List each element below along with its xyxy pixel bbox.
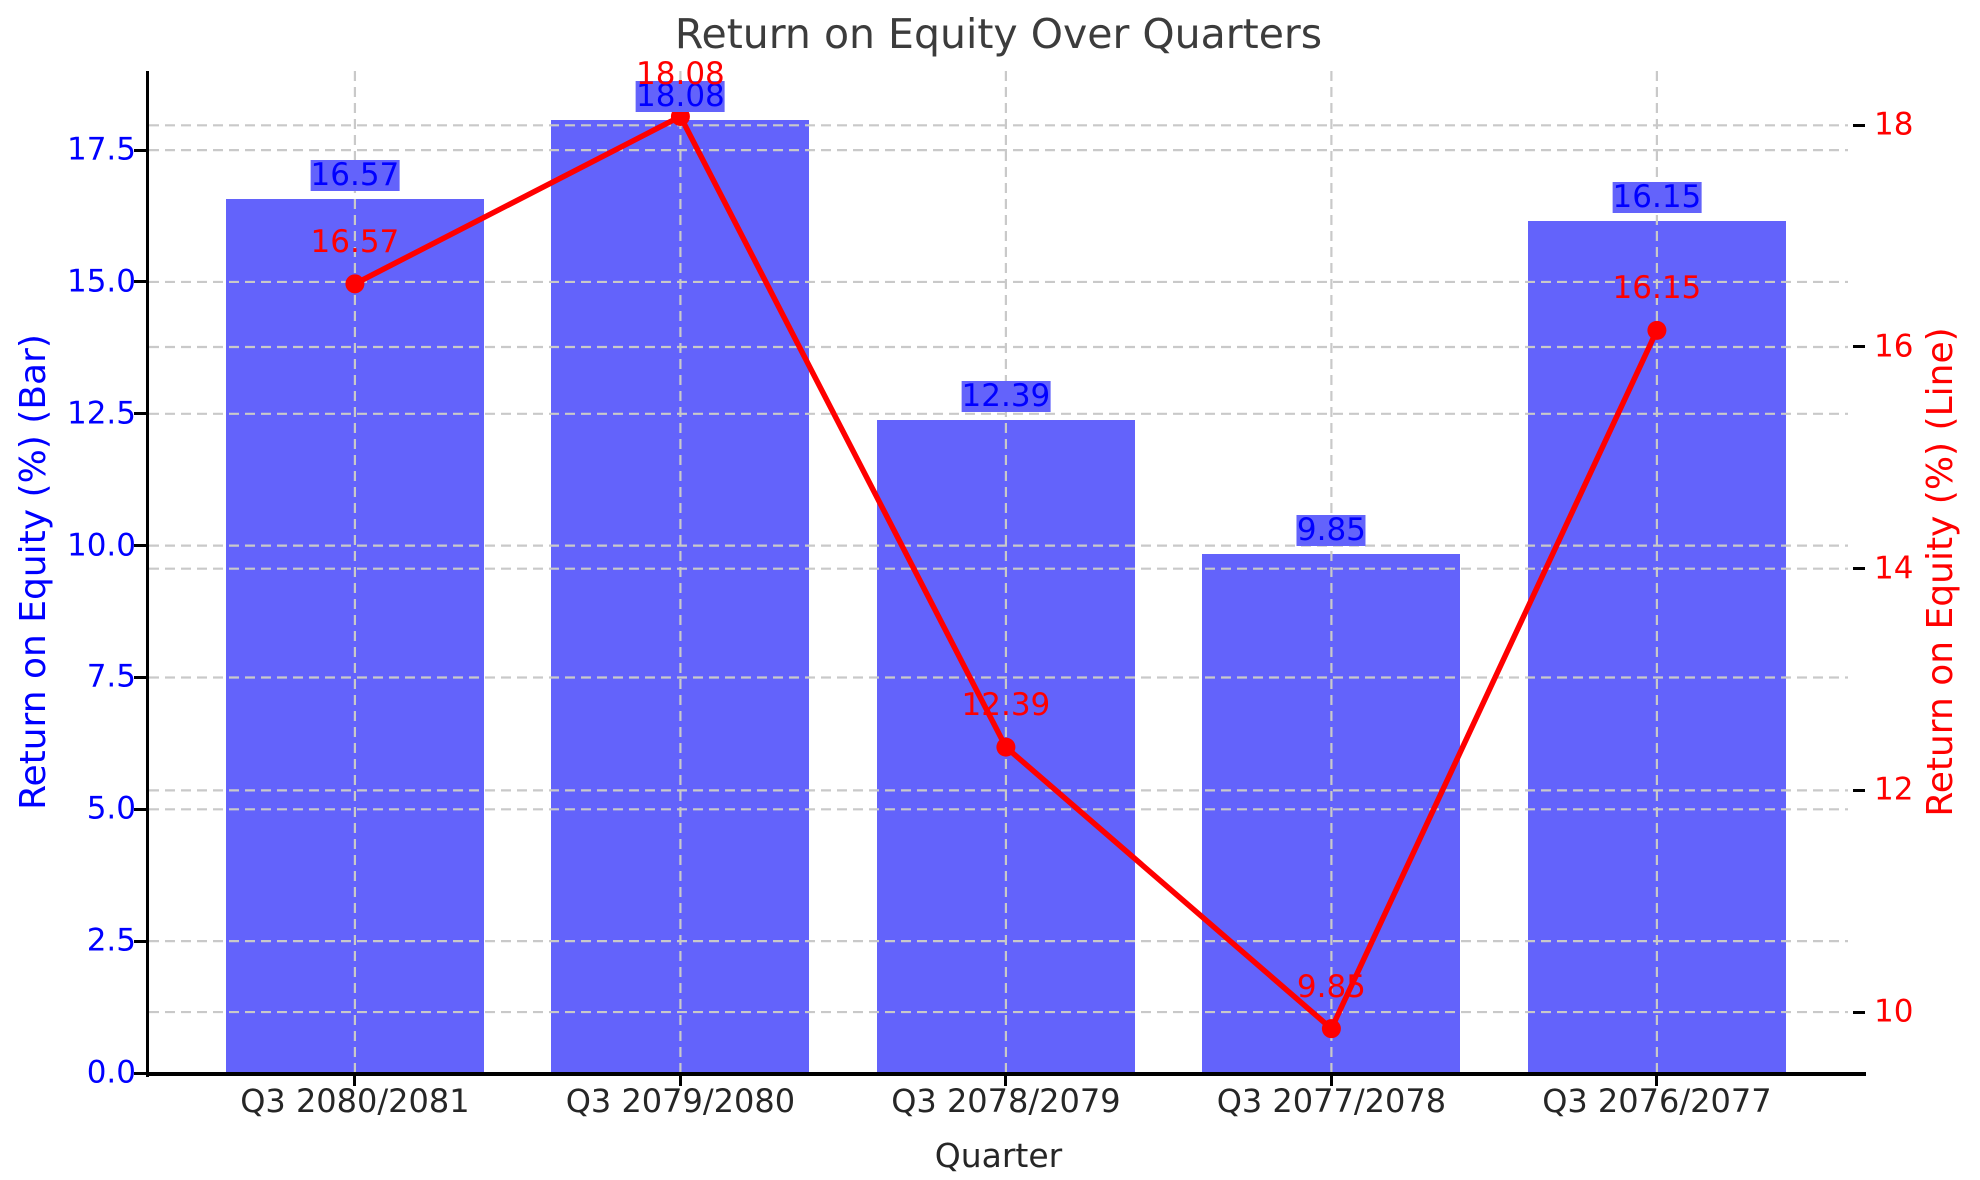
right-tick [1853,123,1865,127]
bar-value-label: 9.85 [1296,511,1366,548]
left-tick [134,280,146,284]
bottom-tick [1004,1076,1008,1086]
bottom-tick [1329,1076,1333,1086]
bar-value-label: 18.08 [636,77,725,114]
line-value-label: 18.08 [636,56,725,93]
right-tick-label: 18 [1874,106,1914,143]
left-tick [134,1071,146,1075]
right-tick [1853,567,1865,571]
line-marker [670,106,690,126]
x-tick-label: Q3 2076/2077 [1542,1082,1772,1120]
bar-value-label: 16.15 [1612,179,1702,216]
chart-title: Return on Equity Over Quarters [674,10,1323,58]
line-marker [1321,1019,1341,1039]
left-tick-label: 15.0 [66,263,136,300]
left-tick [134,807,146,811]
right-tick-label: 12 [1874,771,1914,808]
plot-area [149,71,1848,1073]
bar-value-label: 12.39 [961,377,1051,414]
left-axis-spine [146,71,149,1077]
right-tick-label: 16 [1874,328,1914,365]
bottom-tick [1655,1076,1659,1086]
right-tick-label: 10 [1874,993,1914,1030]
right-y-axis-label: Return on Equity (%) (Line) [1920,327,1961,817]
x-axis-label: Quarter [934,1136,1063,1175]
left-tick-label: 5.0 [86,790,136,827]
gridlines-and-line-series [149,71,1848,1073]
x-tick-label: Q3 2079/2080 [565,1082,796,1120]
right-tick [1853,345,1865,349]
x-tick-label: Q3 2078/2079 [891,1082,1121,1120]
left-tick-label: 0.0 [86,1054,136,1091]
left-tick-label: 2.5 [86,922,136,959]
left-tick-label: 12.5 [66,395,136,432]
left-tick [134,412,146,416]
bottom-tick [353,1076,357,1086]
bar-value-label: 16.57 [310,157,400,194]
line-value-label: 16.57 [310,223,400,260]
line-value-label: 16.15 [1612,270,1702,307]
x-tick-label: Q3 2077/2078 [1216,1082,1447,1120]
left-tick-label: 10.0 [66,527,136,564]
left-tick [134,939,146,943]
bottom-axis-spine [146,1072,1866,1076]
line-marker [1647,320,1667,340]
left-tick-label: 17.5 [66,131,136,168]
left-tick-label: 7.5 [86,658,136,695]
bottom-tick [678,1076,682,1086]
right-tick-label: 14 [1874,550,1914,587]
line-marker [996,737,1016,757]
line-marker [345,274,365,294]
left-tick [134,675,146,679]
right-tick [1853,1010,1865,1014]
x-tick-label: Q3 2080/2081 [240,1082,470,1120]
line-value-label: 9.85 [1296,968,1366,1005]
line-value-label: 12.39 [961,687,1051,724]
left-tick [134,544,146,548]
right-tick [1853,788,1865,792]
left-tick [134,148,146,152]
